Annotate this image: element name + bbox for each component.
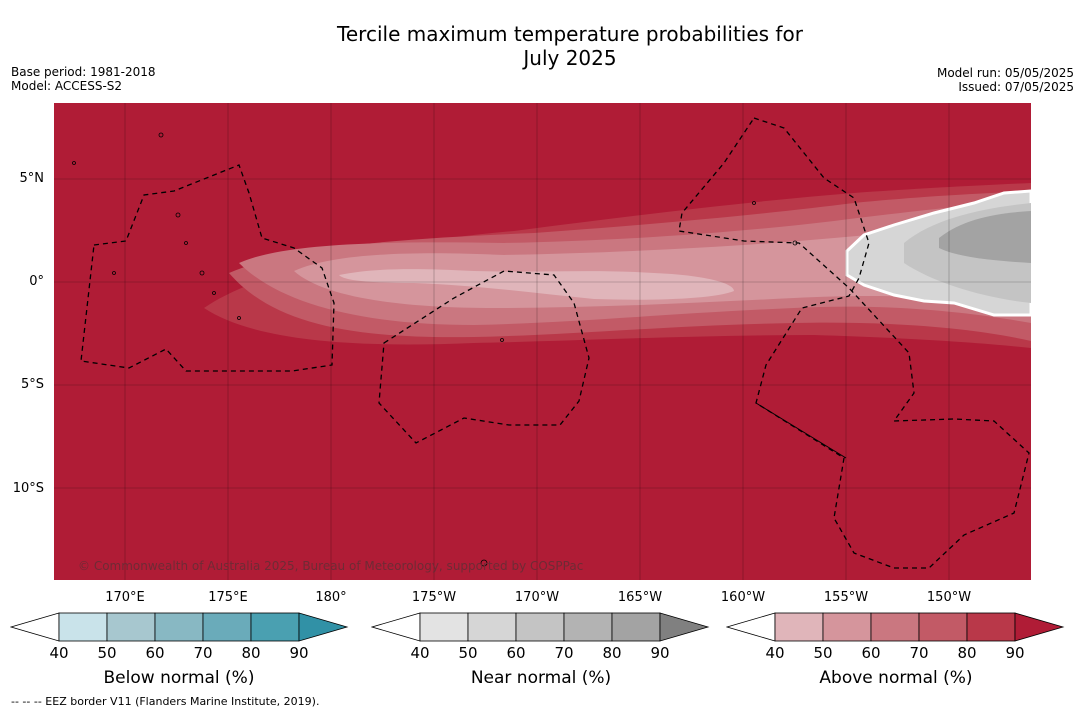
colorbar-segment	[202, 612, 252, 642]
cb1-tick: 80	[602, 644, 622, 662]
cb1-tick: 90	[650, 644, 670, 662]
lon-label-180: 180°	[315, 590, 347, 605]
colorbar-high-extension	[298, 612, 349, 642]
copyright-note: © Commonwealth of Australia 2025, Bureau…	[78, 559, 584, 573]
meta-left: Base period: 1981-2018 Model: ACCESS-S2	[11, 65, 156, 93]
lat-label-5s: 5°S	[20, 377, 44, 392]
colorbar-low-extension	[10, 612, 60, 642]
cb2-tick: 40	[765, 644, 785, 662]
colorbar-segment	[966, 612, 1016, 642]
cb1-tick: 50	[458, 644, 478, 662]
cb1-tick: 40	[410, 644, 430, 662]
colorbar-segment	[515, 612, 565, 642]
base-period: Base period: 1981-2018	[11, 65, 156, 79]
cb1-tick: 70	[554, 644, 574, 662]
title-line-1: Tercile maximum temperature probabilitie…	[337, 22, 803, 46]
colorbar-high-extension	[659, 612, 710, 642]
colorbar-segment	[870, 612, 920, 642]
colorbar-segment	[58, 612, 108, 642]
colorbar-near-normal	[371, 612, 710, 642]
lon-label-175w: 175°W	[411, 590, 457, 605]
colorbar-segment	[106, 612, 156, 642]
map-title: Tercile maximum temperature probabilitie…	[0, 22, 1085, 70]
lat-label-10s: 10°S	[12, 481, 44, 496]
lat-label-5n: 5°N	[19, 171, 45, 186]
lon-label-150w: 150°W	[926, 590, 972, 605]
cb0-tick: 40	[49, 644, 69, 662]
colorbar-segment	[774, 612, 824, 642]
lon-label-170e: 170°E	[105, 590, 145, 605]
meta-right: Model run: 05/05/2025 Issued: 07/05/2025	[937, 66, 1074, 94]
eez-borders	[80, 117, 1030, 569]
gridlines	[54, 103, 1031, 580]
cb0-tick: 60	[145, 644, 165, 662]
lon-label-170w: 170°W	[514, 590, 560, 605]
cb2-tick: 80	[957, 644, 977, 662]
colorbar-segment	[250, 612, 300, 642]
probability-map	[54, 103, 1031, 580]
cb1-title: Near normal (%)	[470, 668, 612, 688]
colorbar-segment	[822, 612, 872, 642]
lon-label-175e: 175°E	[208, 590, 248, 605]
colorbar-low-extension	[371, 612, 421, 642]
islands	[72, 132, 798, 567]
cb0-tick: 50	[97, 644, 117, 662]
cb0-tick: 90	[289, 644, 309, 662]
cb2-tick: 60	[861, 644, 881, 662]
band-40	[339, 269, 734, 300]
model-run: Model run: 05/05/2025	[936, 66, 1074, 80]
cb0-title: Below normal (%)	[103, 668, 255, 688]
cb1-tick: 60	[506, 644, 526, 662]
model-name: Model: ACCESS-S2	[11, 79, 123, 93]
cb2-tick: 70	[909, 644, 929, 662]
cb2-title: Above normal (%)	[819, 668, 973, 688]
colorbar-high-extension	[1014, 612, 1065, 642]
eez-footer-note: -- -- -- EEZ border V11 (Flanders Marine…	[11, 695, 320, 708]
colorbar-segment	[419, 612, 469, 642]
near-normal-80	[939, 211, 1031, 263]
cb0-tick: 80	[241, 644, 261, 662]
colorbar-above-normal	[726, 612, 1065, 642]
lon-label-160w: 160°W	[720, 590, 766, 605]
cb2-tick: 50	[813, 644, 833, 662]
colorbar-segment	[563, 612, 613, 642]
eez-solid-border	[755, 402, 847, 459]
cb0-tick: 70	[193, 644, 213, 662]
colorbar-segment	[467, 612, 517, 642]
cb2-tick: 90	[1005, 644, 1025, 662]
colorbar-low-extension	[726, 612, 776, 642]
map-background	[54, 103, 1031, 580]
colorbar-below-normal	[10, 612, 349, 642]
lat-label-0: 0°	[29, 274, 44, 289]
colorbar-segment	[918, 612, 968, 642]
colorbar-segment	[154, 612, 204, 642]
issued-date: Issued: 07/05/2025	[958, 80, 1074, 94]
colorbar-segment	[611, 612, 661, 642]
title-line-2: July 2025	[523, 46, 617, 70]
lon-label-165w: 165°W	[617, 590, 663, 605]
lon-label-155w: 155°W	[823, 590, 869, 605]
